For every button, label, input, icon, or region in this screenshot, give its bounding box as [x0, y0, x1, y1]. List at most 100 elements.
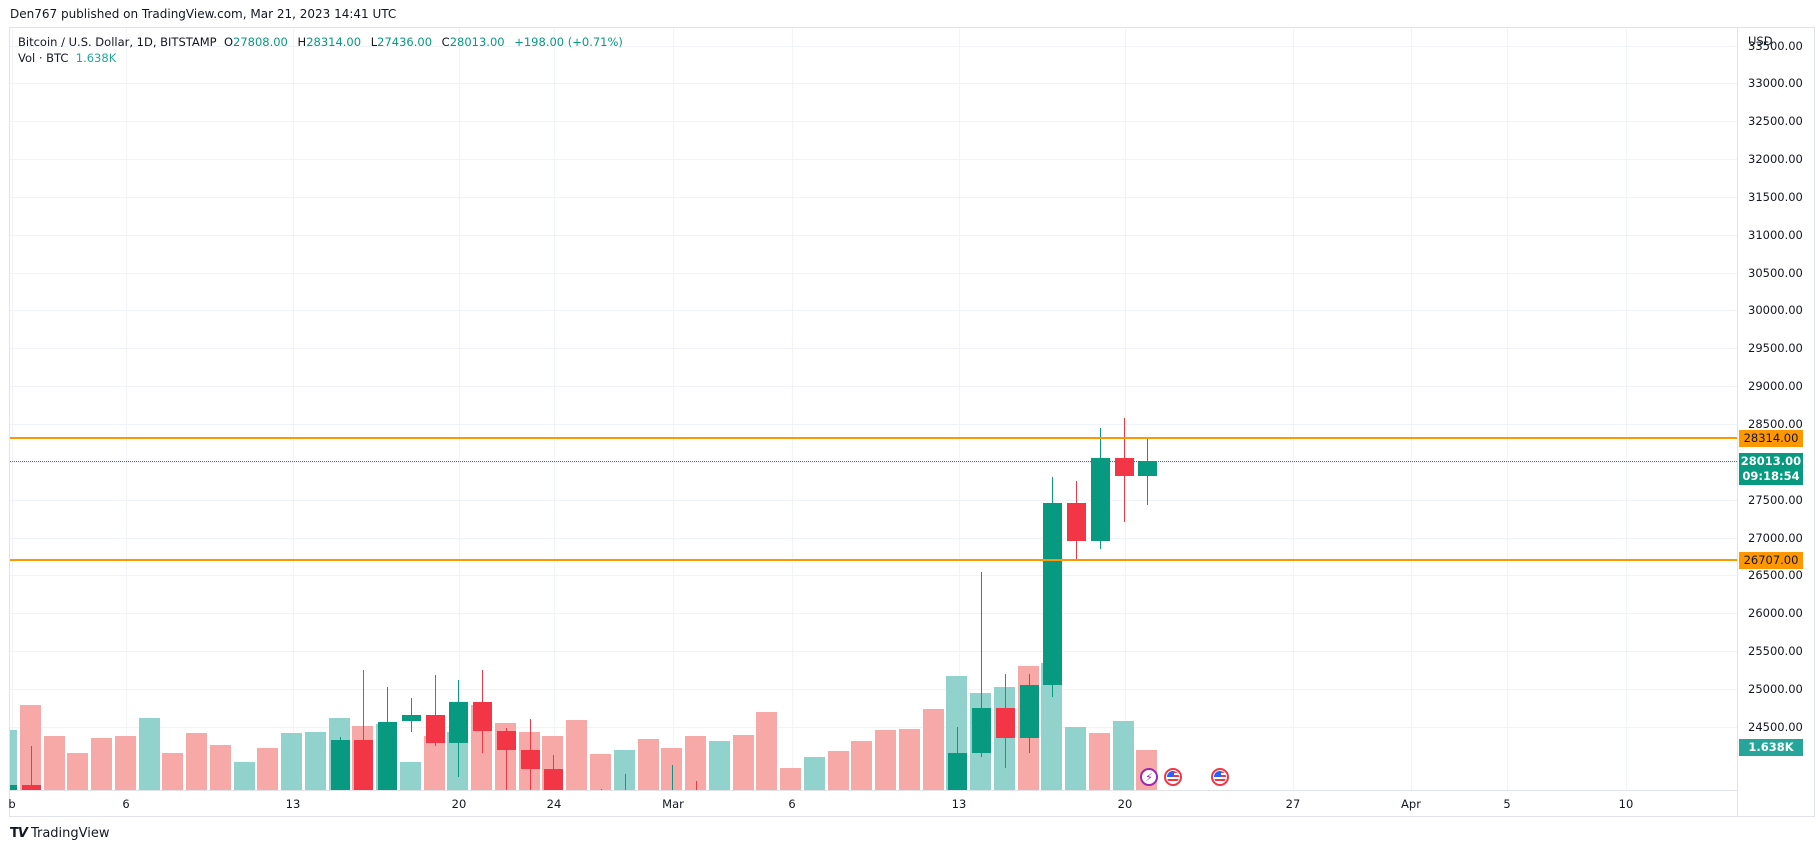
ohlc-row: Bitcoin / U.S. Dollar, 1D, BITSTAMP O278…	[18, 34, 629, 50]
volume-bar	[898, 728, 920, 790]
candle-body-down	[996, 707, 1015, 739]
grid-line-h	[10, 272, 1737, 274]
tradingview-brand[interactable]: TV TradingView	[10, 826, 109, 841]
volume-bar	[399, 761, 421, 790]
candle-body-up	[1091, 458, 1110, 542]
candle-body-down	[473, 701, 492, 732]
price-tick: 33500.00	[1748, 38, 1803, 53]
volume-bar	[613, 749, 635, 790]
volume-bar	[1065, 727, 1087, 790]
tradingview-logo-icon: TV	[10, 826, 28, 841]
grid-line-h	[10, 234, 1737, 236]
volume-bar	[851, 740, 873, 790]
time-tick: 6	[788, 797, 796, 811]
candle-body-down	[521, 750, 540, 770]
symbol-title[interactable]: Bitcoin / U.S. Dollar, 1D, BITSTAMP	[18, 35, 217, 49]
volume-bar	[922, 709, 944, 790]
grid-line-h	[10, 159, 1737, 161]
chart-plot-area[interactable]: ⚡	[10, 28, 1737, 790]
candle-body-down	[1115, 458, 1134, 477]
low-label: L	[370, 35, 378, 49]
volume-bar	[114, 736, 136, 790]
candle-body-up	[1138, 460, 1157, 477]
grid-line-v	[12, 28, 13, 790]
resistance-price-tag: 28314.00	[1739, 430, 1803, 448]
price-tick: 30500.00	[1748, 265, 1803, 280]
grid-line-h	[10, 348, 1737, 350]
volume-bar	[138, 718, 160, 790]
candle-body-down	[1067, 503, 1086, 542]
time-axis[interactable]: b 6 13 20 24 Mar 6 13 20 27 Apr 5 10	[8, 790, 1737, 817]
candle-wick	[31, 745, 32, 790]
volume-label[interactable]: Vol · BTC	[18, 51, 69, 65]
grid-line-h	[10, 461, 1737, 463]
volume-bar	[780, 767, 802, 790]
candle-wick	[363, 670, 364, 790]
us-flag-icon[interactable]	[1164, 768, 1182, 786]
price-tick: 30000.00	[1748, 303, 1803, 318]
grid-line-v	[1293, 28, 1294, 790]
grid-line-v	[673, 28, 674, 790]
grid-line-v	[1626, 28, 1627, 790]
grid-line-h	[10, 726, 1737, 728]
candle-wick	[506, 728, 507, 790]
published-caption: Den767 published on TradingView.com, Mar…	[10, 7, 397, 21]
grid-line-v	[459, 28, 460, 790]
resistance-line[interactable]	[10, 437, 1737, 440]
candle-body-down	[497, 731, 516, 751]
volume-bar	[1112, 721, 1134, 790]
grid-line-v	[1125, 28, 1126, 790]
price-tick: 27000.00	[1748, 530, 1803, 545]
volume-bar	[186, 733, 208, 790]
volume-bar	[1088, 733, 1110, 790]
time-tick: 13	[285, 797, 301, 811]
flag-canton	[1167, 771, 1174, 777]
last-price-tag: 28013.00 09:18:54	[1739, 452, 1803, 485]
grid-line-h	[10, 424, 1737, 425]
close-value: 28013.00	[449, 35, 505, 49]
flag-stripes	[1167, 771, 1179, 783]
volume-bar	[304, 731, 326, 790]
open-label: O	[223, 35, 233, 49]
chart-legend: Bitcoin / U.S. Dollar, 1D, BITSTAMP O278…	[18, 34, 629, 66]
grid-line-v	[1411, 28, 1412, 790]
candle-wick	[435, 674, 436, 746]
volume-bar	[590, 754, 611, 790]
volume-bar	[19, 704, 41, 790]
us-flag-icon[interactable]	[1211, 768, 1229, 786]
candle-body-up	[378, 721, 397, 790]
price-axis[interactable]: USD 33500.00 33000.00 32500.00 32000.00 3150…	[1737, 28, 1815, 816]
volume-bar	[209, 745, 231, 790]
candle-body-up	[402, 715, 421, 722]
volume-row: Vol · BTC 1.638K	[18, 50, 629, 66]
last-price-value: 28013.00	[1740, 453, 1802, 468]
time-tick: 20	[451, 797, 467, 811]
grid-line-v	[959, 28, 960, 790]
volume-bar	[43, 736, 65, 790]
price-tick: 27500.00	[1748, 492, 1803, 507]
volume-bar	[566, 719, 588, 790]
chart-frame	[9, 27, 1815, 817]
support-line[interactable]	[10, 558, 1737, 561]
price-tick: 31500.00	[1748, 189, 1803, 204]
candle-body-up	[948, 753, 967, 790]
price-tick: 26000.00	[1748, 606, 1803, 621]
time-tick: 27	[1285, 797, 1301, 811]
price-tick: 29500.00	[1748, 341, 1803, 356]
change-value: +198.00 (+0.71%)	[514, 35, 623, 49]
volume-value: 1.638K	[75, 51, 117, 65]
grid-line-h	[10, 613, 1737, 615]
candle-body-up	[331, 739, 350, 790]
volume-bar	[233, 761, 255, 790]
volume-tag: 1.638K	[1739, 739, 1803, 756]
price-tick: 29000.00	[1748, 379, 1803, 394]
candle-body-up	[1020, 685, 1039, 739]
volume-bar	[875, 730, 897, 790]
lightning-icon[interactable]: ⚡	[1140, 768, 1158, 786]
candle-wick	[696, 780, 697, 790]
volume-bar	[447, 731, 469, 790]
grid-line-v	[1507, 28, 1508, 790]
candle-wick	[601, 788, 602, 790]
brand-name: TradingView	[30, 826, 110, 841]
volume-bar	[661, 748, 683, 790]
